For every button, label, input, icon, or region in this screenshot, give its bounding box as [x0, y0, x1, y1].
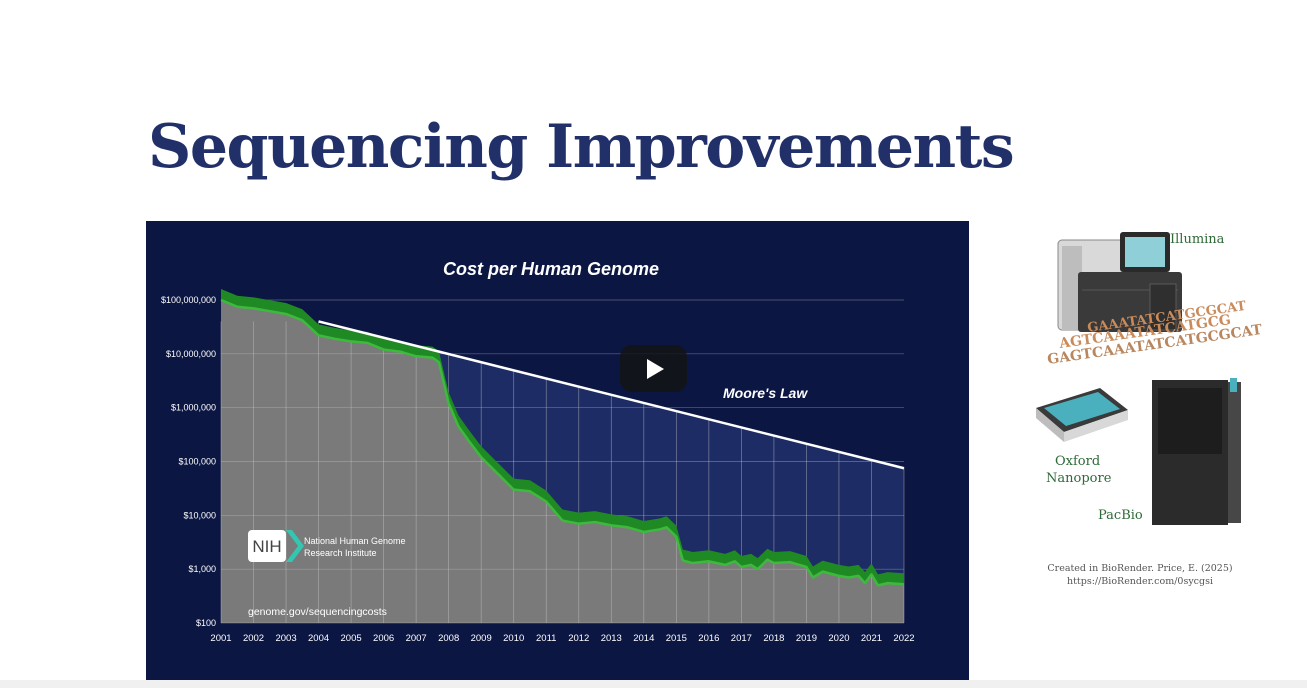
moores-law-label: Moore's Law	[723, 385, 808, 401]
x-tick-label: 2004	[308, 633, 329, 644]
nanopore-device-icon	[1036, 388, 1128, 442]
y-tick-label: $10,000	[183, 510, 216, 520]
nih-logo-box	[248, 530, 286, 562]
y-tick-label: $1,000,000	[171, 403, 216, 413]
cost-line	[220, 298, 905, 587]
x-tick-label: 2009	[471, 633, 492, 644]
y-tick-label: $10,000,000	[166, 349, 216, 359]
grid-layer	[220, 299, 905, 624]
play-icon	[647, 359, 664, 379]
illumina-machine-icon	[1057, 232, 1182, 332]
nih-logo-text: NIH	[252, 537, 281, 556]
x-tick-label: 2007	[406, 633, 427, 644]
oxford-label-line2: Nanopore	[1046, 471, 1112, 486]
x-tick-label: 2017	[731, 633, 752, 644]
nih-org-line2: Research Institute	[304, 548, 377, 558]
cost-chart: $100,000,000 $10,000,000 $1,000,000 $100,00…	[161, 259, 915, 644]
x-tick-label: 2019	[796, 633, 817, 644]
moores-law-gap-area	[432, 349, 904, 586]
source-text: genome.gov/sequencingcosts	[248, 606, 387, 618]
video-bottom-bar	[0, 680, 1307, 688]
y-tick-label: $100	[196, 618, 216, 628]
area-layer	[221, 300, 904, 623]
x-tick-label: 2014	[633, 633, 654, 644]
x-tick-label: 2012	[568, 633, 589, 644]
x-tick-label: 2011	[536, 633, 556, 644]
y-tick-label: $1,000	[188, 564, 216, 574]
x-tick-label: 2001	[210, 633, 231, 644]
oxford-label-line1: Oxford	[1055, 454, 1101, 469]
nih-logo: NIH National Human Genome Research Insti…	[248, 530, 406, 562]
y-tick-labels: $100,000,000 $10,000,000 $1,000,000 $100,00…	[161, 295, 216, 628]
pacbio-label: PacBio	[1098, 508, 1143, 523]
y-tick-label: $100,000,000	[161, 295, 216, 305]
x-tick-label: 2016	[698, 633, 719, 644]
slide-title: Sequencing Improvements	[148, 112, 1015, 182]
credit-text: Created in BioRender. Price, E. (2025) h…	[1040, 562, 1240, 588]
moores-law-line	[318, 320, 905, 470]
x-tick-label: 2013	[601, 633, 622, 644]
x-tick-label: 2018	[763, 633, 784, 644]
x-tick-label: 2010	[503, 633, 524, 644]
credit-line-1: Created in BioRender. Price, E. (2025)	[1047, 563, 1233, 574]
x-tick-label: 2003	[275, 633, 296, 644]
x-tick-label: 2015	[666, 633, 687, 644]
sequencer-drawings: GAAATATCATGCGCAT AGTCAAATATCATGCG GAGTCA…	[1036, 232, 1264, 525]
x-tick-label: 2005	[341, 633, 362, 644]
x-tick-label: 2020	[828, 633, 849, 644]
x-tick-label: 2006	[373, 633, 394, 644]
play-button[interactable]	[620, 345, 687, 392]
illumina-label: Illumina	[1170, 232, 1225, 247]
x-tick-label: 2022	[893, 633, 914, 644]
x-tick-label: 2021	[861, 633, 882, 644]
nih-logo-chevron	[286, 530, 304, 562]
x-tick-label: 2008	[438, 633, 459, 644]
nih-org-line1: National Human Genome	[304, 536, 406, 546]
x-tick-label: 2002	[243, 633, 264, 644]
chart-title: Cost per Human Genome	[443, 259, 659, 279]
chart-panel: $100,000,000 $10,000,000 $1,000,000 $100,00…	[146, 221, 969, 688]
cost-area-fill	[221, 300, 904, 623]
sequencer-illustration: GAAATATCATGCGCAT AGTCAAATATCATGCG GAGTCA…	[1000, 220, 1300, 600]
y-tick-label: $100,000	[178, 457, 216, 467]
credit-line-2: https://BioRender.com/0sycgsi	[1066, 576, 1214, 587]
pacbio-machine-icon	[1152, 378, 1241, 525]
x-tick-labels: 2001 2002 2003 2004 2005 2006 2007 2008 2009 2010…	[210, 633, 914, 644]
